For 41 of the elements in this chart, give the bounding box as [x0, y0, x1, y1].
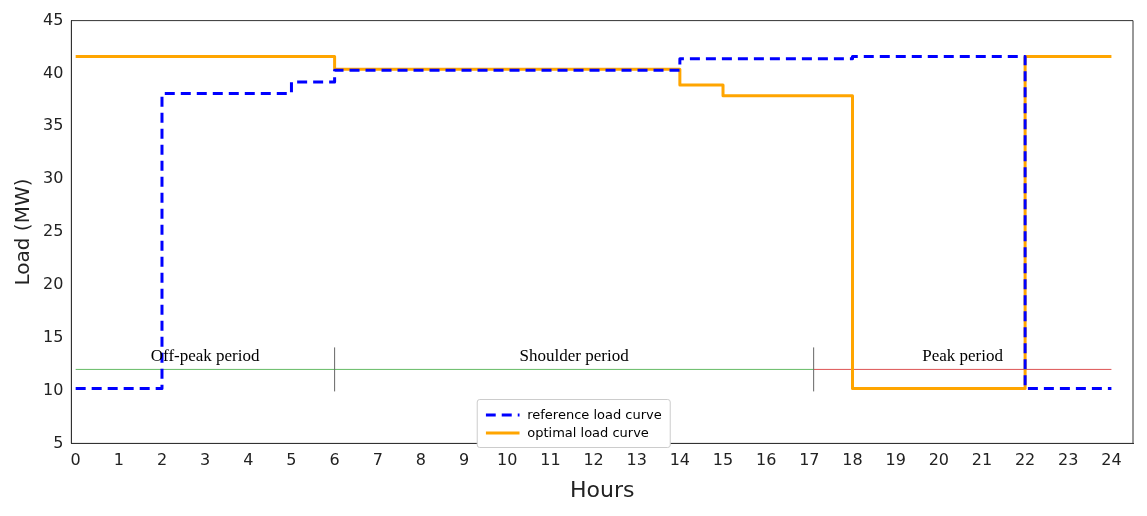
x-tick-label: 20: [928, 450, 949, 470]
x-tick-label: 19: [885, 450, 906, 470]
x-tick-label: 8: [415, 450, 427, 470]
x-tick-label: 16: [755, 450, 777, 470]
x-tick-label: 10: [497, 450, 518, 470]
x-tick-label: 3: [200, 450, 211, 470]
x-tick-label: 18: [842, 450, 863, 470]
annotation: Shoulder period: [519, 346, 630, 366]
x-tick-label: 1: [113, 450, 124, 470]
x-tick-label: 0: [70, 450, 81, 470]
x-tick-label: 14: [669, 450, 691, 470]
x-tick-label: 11: [540, 450, 561, 470]
x-tick-label: 21: [971, 450, 993, 470]
y-tick-label: 45: [43, 9, 64, 29]
y-tick-label: 5: [53, 432, 64, 452]
x-tick-label: 17: [799, 450, 820, 470]
annotation: Off-peak period: [150, 346, 260, 366]
x-axis-title: Hours: [569, 476, 635, 502]
x-tick-label: 2: [156, 450, 168, 470]
y-tick-label: 35: [43, 115, 64, 135]
y-tick-label: 40: [43, 62, 64, 82]
legend-label: reference load curve: [527, 407, 662, 422]
x-tick-label: 23: [1058, 450, 1079, 470]
x-tick-label: 12: [583, 450, 604, 470]
legend-label: optimal load curve: [527, 425, 649, 440]
y-tick-label: 10: [43, 379, 64, 399]
y-axis-title: Load (MW): [10, 178, 35, 286]
x-tick-label: 13: [626, 450, 647, 470]
y-tick-label: 20: [43, 274, 64, 294]
y-tick-label: 25: [43, 221, 64, 241]
annotation: Peak period: [922, 346, 1004, 366]
x-tick-label: 4: [243, 450, 254, 470]
x-tick-label: 22: [1014, 450, 1036, 470]
x-tick-label: 6: [329, 450, 340, 470]
x-tick-label: 5: [286, 450, 297, 470]
y-tick-label: 30: [43, 168, 64, 188]
x-tick-label: 15: [712, 450, 734, 470]
x-tick-label: 7: [372, 450, 383, 470]
x-tick-label: 24: [1101, 450, 1122, 470]
x-tick-label: 9: [458, 450, 470, 470]
y-tick-label: 15: [43, 326, 64, 346]
